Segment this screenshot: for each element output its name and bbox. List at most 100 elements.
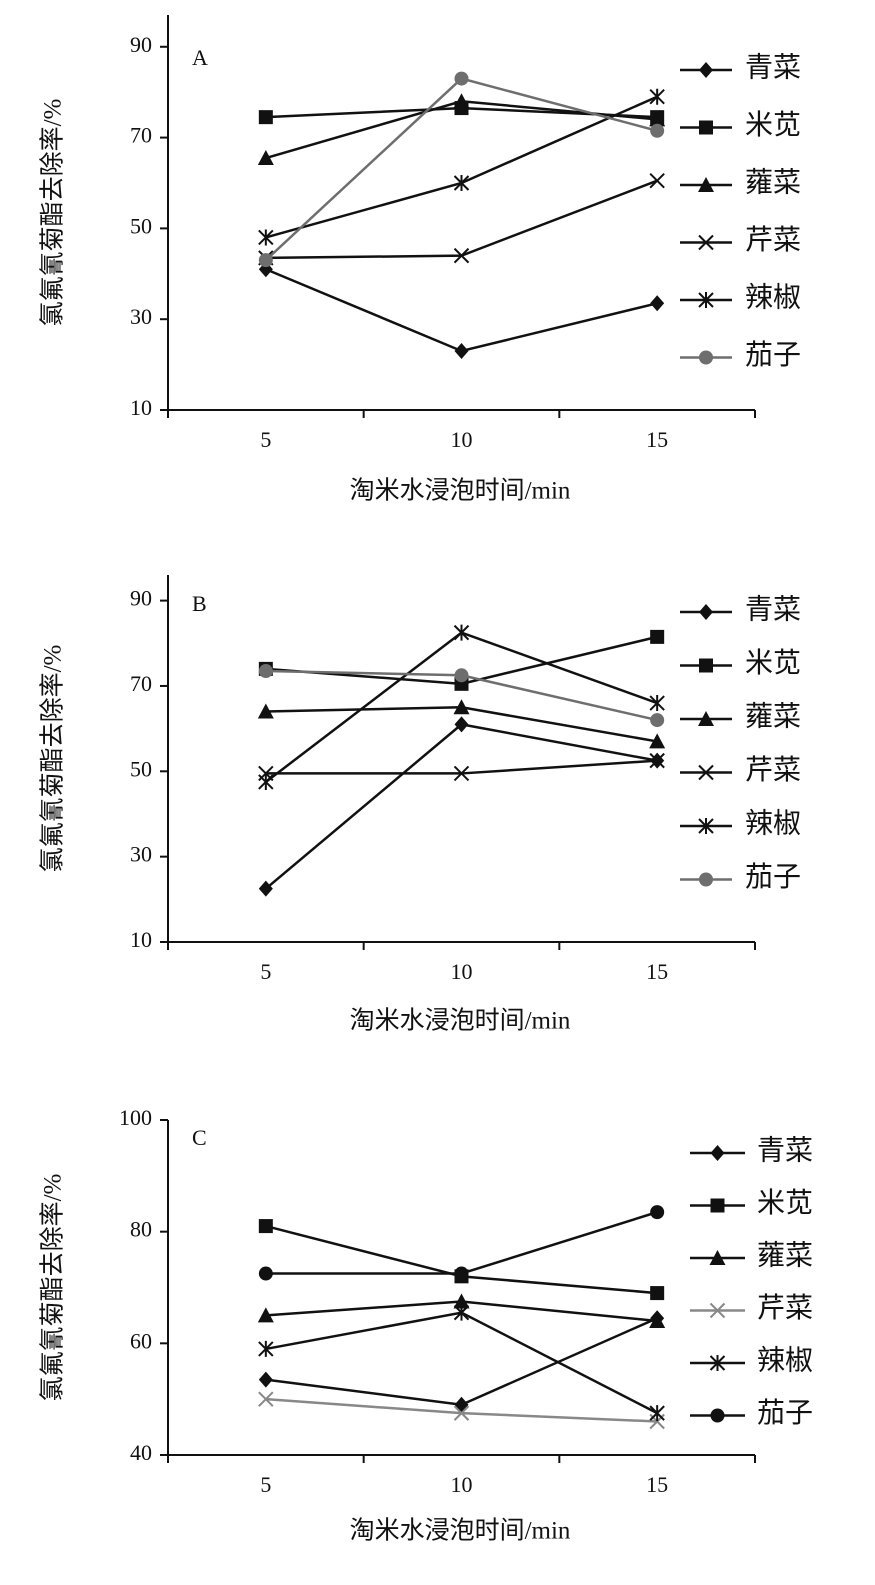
series-line [265,268,658,353]
marker [699,604,713,620]
marker [453,247,470,264]
legend-label: 米苋 [757,1187,813,1219]
legend-label: 米苋 [745,109,801,141]
legend-label: 蕹菜 [745,700,801,732]
marker [453,174,470,191]
series-line [265,759,658,775]
x-axis-label: 淘米水浸泡时间/min [350,1007,571,1035]
marker [258,253,273,268]
y-tick-label: 90 [130,32,152,57]
legend-label: 辣椒 [745,807,801,839]
legend-label: 青菜 [745,51,801,83]
marker [698,292,714,308]
legend-label: 芹菜 [745,754,801,786]
marker [650,295,665,312]
marker [649,695,665,712]
marker [454,342,469,359]
x-tick-label: 10 [451,1472,473,1497]
legend-label: 蕹菜 [745,166,801,198]
y-axis-label: 氯氟氰菊酯去除率/% [39,645,67,873]
legend-label: 芹菜 [745,224,801,256]
marker [258,664,273,679]
x-axis-label: 淘米水浸泡时间/min [350,1517,571,1545]
marker [650,123,665,138]
marker [650,1205,665,1220]
legend-label: 辣椒 [757,1344,813,1376]
marker [258,1340,274,1357]
marker [649,733,666,749]
y-axis-label: 氯氟氰菊酯去除率/% [39,1174,67,1402]
marker [258,1266,273,1281]
marker [258,1391,274,1407]
y-tick-label: 10 [130,927,152,952]
marker [650,1286,665,1301]
legend-label: 芹菜 [757,1292,813,1324]
y-tick-label: 50 [130,213,152,238]
marker [453,1293,470,1309]
marker [453,765,470,782]
marker [258,773,274,790]
y-tick-label: 70 [130,123,152,148]
x-axis-label: 淘米水浸泡时间/min [350,477,571,505]
marker [650,713,665,728]
y-tick-label: 40 [130,1440,152,1465]
marker [649,752,665,769]
legend-label: 茄子 [745,861,801,893]
y-tick-label: 30 [130,842,152,867]
marker [453,699,470,715]
marker [709,1250,726,1265]
legend-label: 茄子 [757,1397,813,1429]
marker [257,150,274,166]
marker [649,173,665,189]
marker [649,88,665,105]
marker [710,1145,725,1161]
series-line [265,95,658,239]
x-tick-label: 10 [451,959,473,984]
legend-label: 米苋 [745,647,801,679]
marker [649,1313,666,1328]
y-tick-label: 50 [130,756,152,781]
y-tick-label: 10 [130,395,152,420]
legend-label: 茄子 [745,339,801,371]
marker [699,350,713,365]
panel-title: B [192,591,207,616]
panel-title: C [192,1125,207,1150]
x-tick-label: 10 [451,427,473,452]
marker [454,716,469,733]
y-tick-label: 100 [119,1105,152,1130]
marker [257,703,274,719]
marker [698,711,714,726]
marker [258,1219,273,1234]
series-line [265,179,658,260]
marker [710,1408,725,1423]
marker [698,818,714,834]
x-tick-label: 5 [260,1472,271,1497]
marker [454,1266,469,1281]
marker [258,1371,273,1388]
marker [698,764,714,781]
marker [258,880,273,897]
marker [649,1405,665,1422]
series-line [265,1210,658,1275]
y-axis-label: 氯氟氰菊酯去除率/% [39,99,67,327]
panel-title: A [192,45,208,70]
y-tick-label: 70 [130,671,152,696]
y-tick-label: 60 [130,1328,152,1353]
marker [698,234,714,251]
x-tick-label: 5 [260,959,271,984]
marker [699,658,713,673]
marker [709,1355,726,1371]
legend-label: 青菜 [757,1134,813,1166]
y-tick-label: 80 [130,1217,152,1242]
marker [454,1396,469,1413]
marker [699,62,713,78]
marker [258,229,274,246]
marker [649,111,666,127]
legend-label: 蕹菜 [757,1239,813,1271]
marker [710,1198,725,1213]
y-tick-label: 90 [130,586,152,611]
y-tick-label: 30 [130,304,152,329]
marker [699,872,713,887]
legend-label: 辣椒 [745,281,801,313]
